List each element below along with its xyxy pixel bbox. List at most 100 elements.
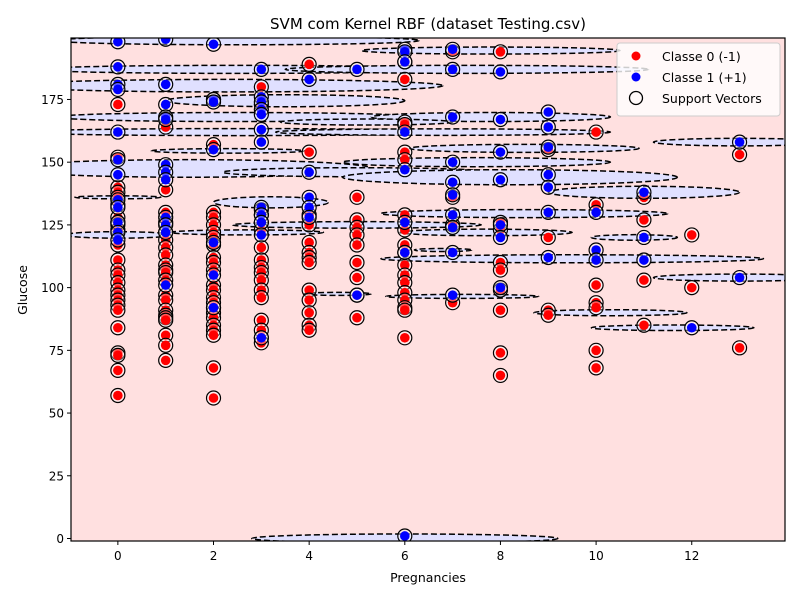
point-class0 xyxy=(686,230,697,240)
decision-region-class1 xyxy=(341,156,612,168)
point-class1 xyxy=(113,217,123,228)
point-class0 xyxy=(256,292,267,303)
point-class0 xyxy=(160,340,171,351)
point-class1 xyxy=(160,38,171,45)
x-tick-label: 0 xyxy=(114,549,122,563)
point-class0 xyxy=(639,215,649,225)
y-tick-label: 125 xyxy=(41,218,64,232)
point-class1 xyxy=(447,189,458,200)
point-class0 xyxy=(495,46,506,57)
point-class0 xyxy=(686,282,697,293)
point-class0 xyxy=(400,260,410,270)
point-class0 xyxy=(256,82,267,92)
point-class1 xyxy=(447,112,458,122)
point-class0 xyxy=(352,272,362,283)
legend-label-class1: Classe 1 (+1) xyxy=(662,70,747,85)
point-class1 xyxy=(447,64,458,75)
x-tick-label: 2 xyxy=(210,549,218,563)
point-class1 xyxy=(400,531,410,541)
point-class1 xyxy=(256,217,267,228)
point-class1 xyxy=(543,207,554,218)
point-class0 xyxy=(160,184,171,195)
x-tick-label: 10 xyxy=(588,549,603,563)
legend-label-support-vectors: Support Vectors xyxy=(662,91,762,106)
point-class1 xyxy=(495,220,506,230)
point-class0 xyxy=(400,154,410,165)
point-class1 xyxy=(352,290,362,300)
point-class1 xyxy=(543,142,554,152)
point-class1 xyxy=(113,127,123,137)
point-class0 xyxy=(208,393,219,403)
point-class1 xyxy=(113,84,123,95)
decision-region-class1 xyxy=(71,38,420,46)
point-class1 xyxy=(639,255,649,265)
point-class1 xyxy=(591,207,601,218)
point-class1 xyxy=(160,227,171,238)
point-class0 xyxy=(400,305,410,315)
decision-region-class1 xyxy=(284,64,650,75)
point-class1 xyxy=(543,169,554,180)
point-class0 xyxy=(304,285,314,295)
point-class1 xyxy=(639,187,649,198)
point-class1 xyxy=(304,167,314,178)
y-tick-label: 0 xyxy=(56,532,64,546)
point-class1 xyxy=(113,235,123,245)
decision-region-class1 xyxy=(164,93,406,108)
point-class1 xyxy=(400,57,410,67)
chart-title: SVM com Kernel RBF (dataset Testing.csv) xyxy=(270,15,586,33)
point-class1 xyxy=(352,64,362,75)
point-class0 xyxy=(591,302,601,313)
legend: Classe 0 (-1) Classe 1 (+1) Support Vect… xyxy=(616,42,781,117)
decision-region-class1 xyxy=(169,229,325,236)
point-class0 xyxy=(400,332,410,343)
point-class1 xyxy=(113,169,123,180)
point-class0 xyxy=(543,232,554,243)
point-class1 xyxy=(208,97,219,107)
point-class0 xyxy=(352,257,362,268)
x-tick-label: 12 xyxy=(684,549,699,563)
point-class1 xyxy=(113,38,123,47)
point-class1 xyxy=(447,157,458,167)
point-class0 xyxy=(400,277,410,288)
y-tick-label: 150 xyxy=(41,156,64,170)
x-tick-label: 6 xyxy=(401,549,409,563)
point-class0 xyxy=(208,330,219,341)
point-class1 xyxy=(160,79,171,90)
legend-marker-support-vectors xyxy=(628,90,644,106)
legend-box xyxy=(616,42,781,117)
point-class0 xyxy=(208,363,219,373)
point-class1 xyxy=(400,164,410,175)
decision-region-class1 xyxy=(380,254,765,264)
x-axis-label: Pregnancies xyxy=(390,570,466,585)
point-class0 xyxy=(113,350,123,361)
decision-region-class1 xyxy=(341,168,679,186)
x-tick-label: 4 xyxy=(305,549,313,563)
decision-region-class1 xyxy=(399,228,573,237)
point-class0 xyxy=(113,99,123,110)
point-class1 xyxy=(495,114,506,125)
point-class1 xyxy=(447,222,458,233)
point-class0 xyxy=(304,147,314,157)
point-class1 xyxy=(208,270,219,280)
point-class0 xyxy=(160,250,171,260)
point-class1 xyxy=(495,282,506,293)
y-axis: 0 25 50 75 100 125 150 175 xyxy=(41,93,71,546)
point-class0 xyxy=(495,265,506,275)
point-class1 xyxy=(208,144,219,155)
point-class1 xyxy=(734,137,745,147)
legend-label-class0: Classe 0 (-1) xyxy=(662,49,741,64)
point-class1 xyxy=(113,62,123,72)
point-class1 xyxy=(304,192,314,203)
point-class0 xyxy=(256,275,267,285)
point-class0 xyxy=(591,363,601,373)
point-class0 xyxy=(160,315,171,326)
point-class0 xyxy=(352,312,362,323)
point-class0 xyxy=(639,320,649,331)
y-tick-label: 100 xyxy=(41,281,64,295)
point-class1 xyxy=(208,39,219,50)
point-class1 xyxy=(591,255,601,265)
decision-region-class1 xyxy=(279,118,454,126)
y-axis-label: Glucose xyxy=(15,265,30,315)
point-class1 xyxy=(208,302,219,313)
